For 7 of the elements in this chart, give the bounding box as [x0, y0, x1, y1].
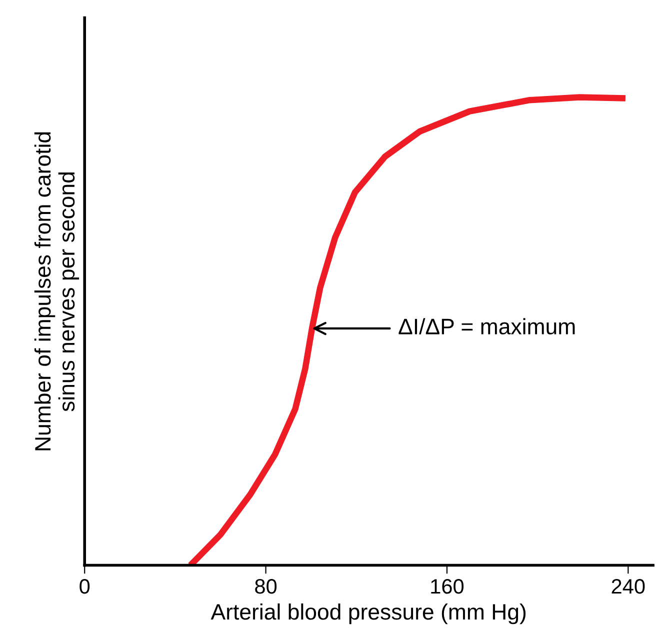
x-axis-title: Arterial blood pressure (mm Hg)	[210, 603, 526, 624]
x-tick-label: 0	[80, 579, 90, 594]
x-tick-label: 80	[255, 579, 277, 594]
x-tick-label: 240	[612, 579, 645, 594]
annotation: ΔI/ΔP = maximum	[398, 318, 575, 334]
y-axis-title: Number of impulses from carotid sinus nerves per second	[34, 132, 80, 450]
x-tick-label: 160	[431, 579, 464, 594]
